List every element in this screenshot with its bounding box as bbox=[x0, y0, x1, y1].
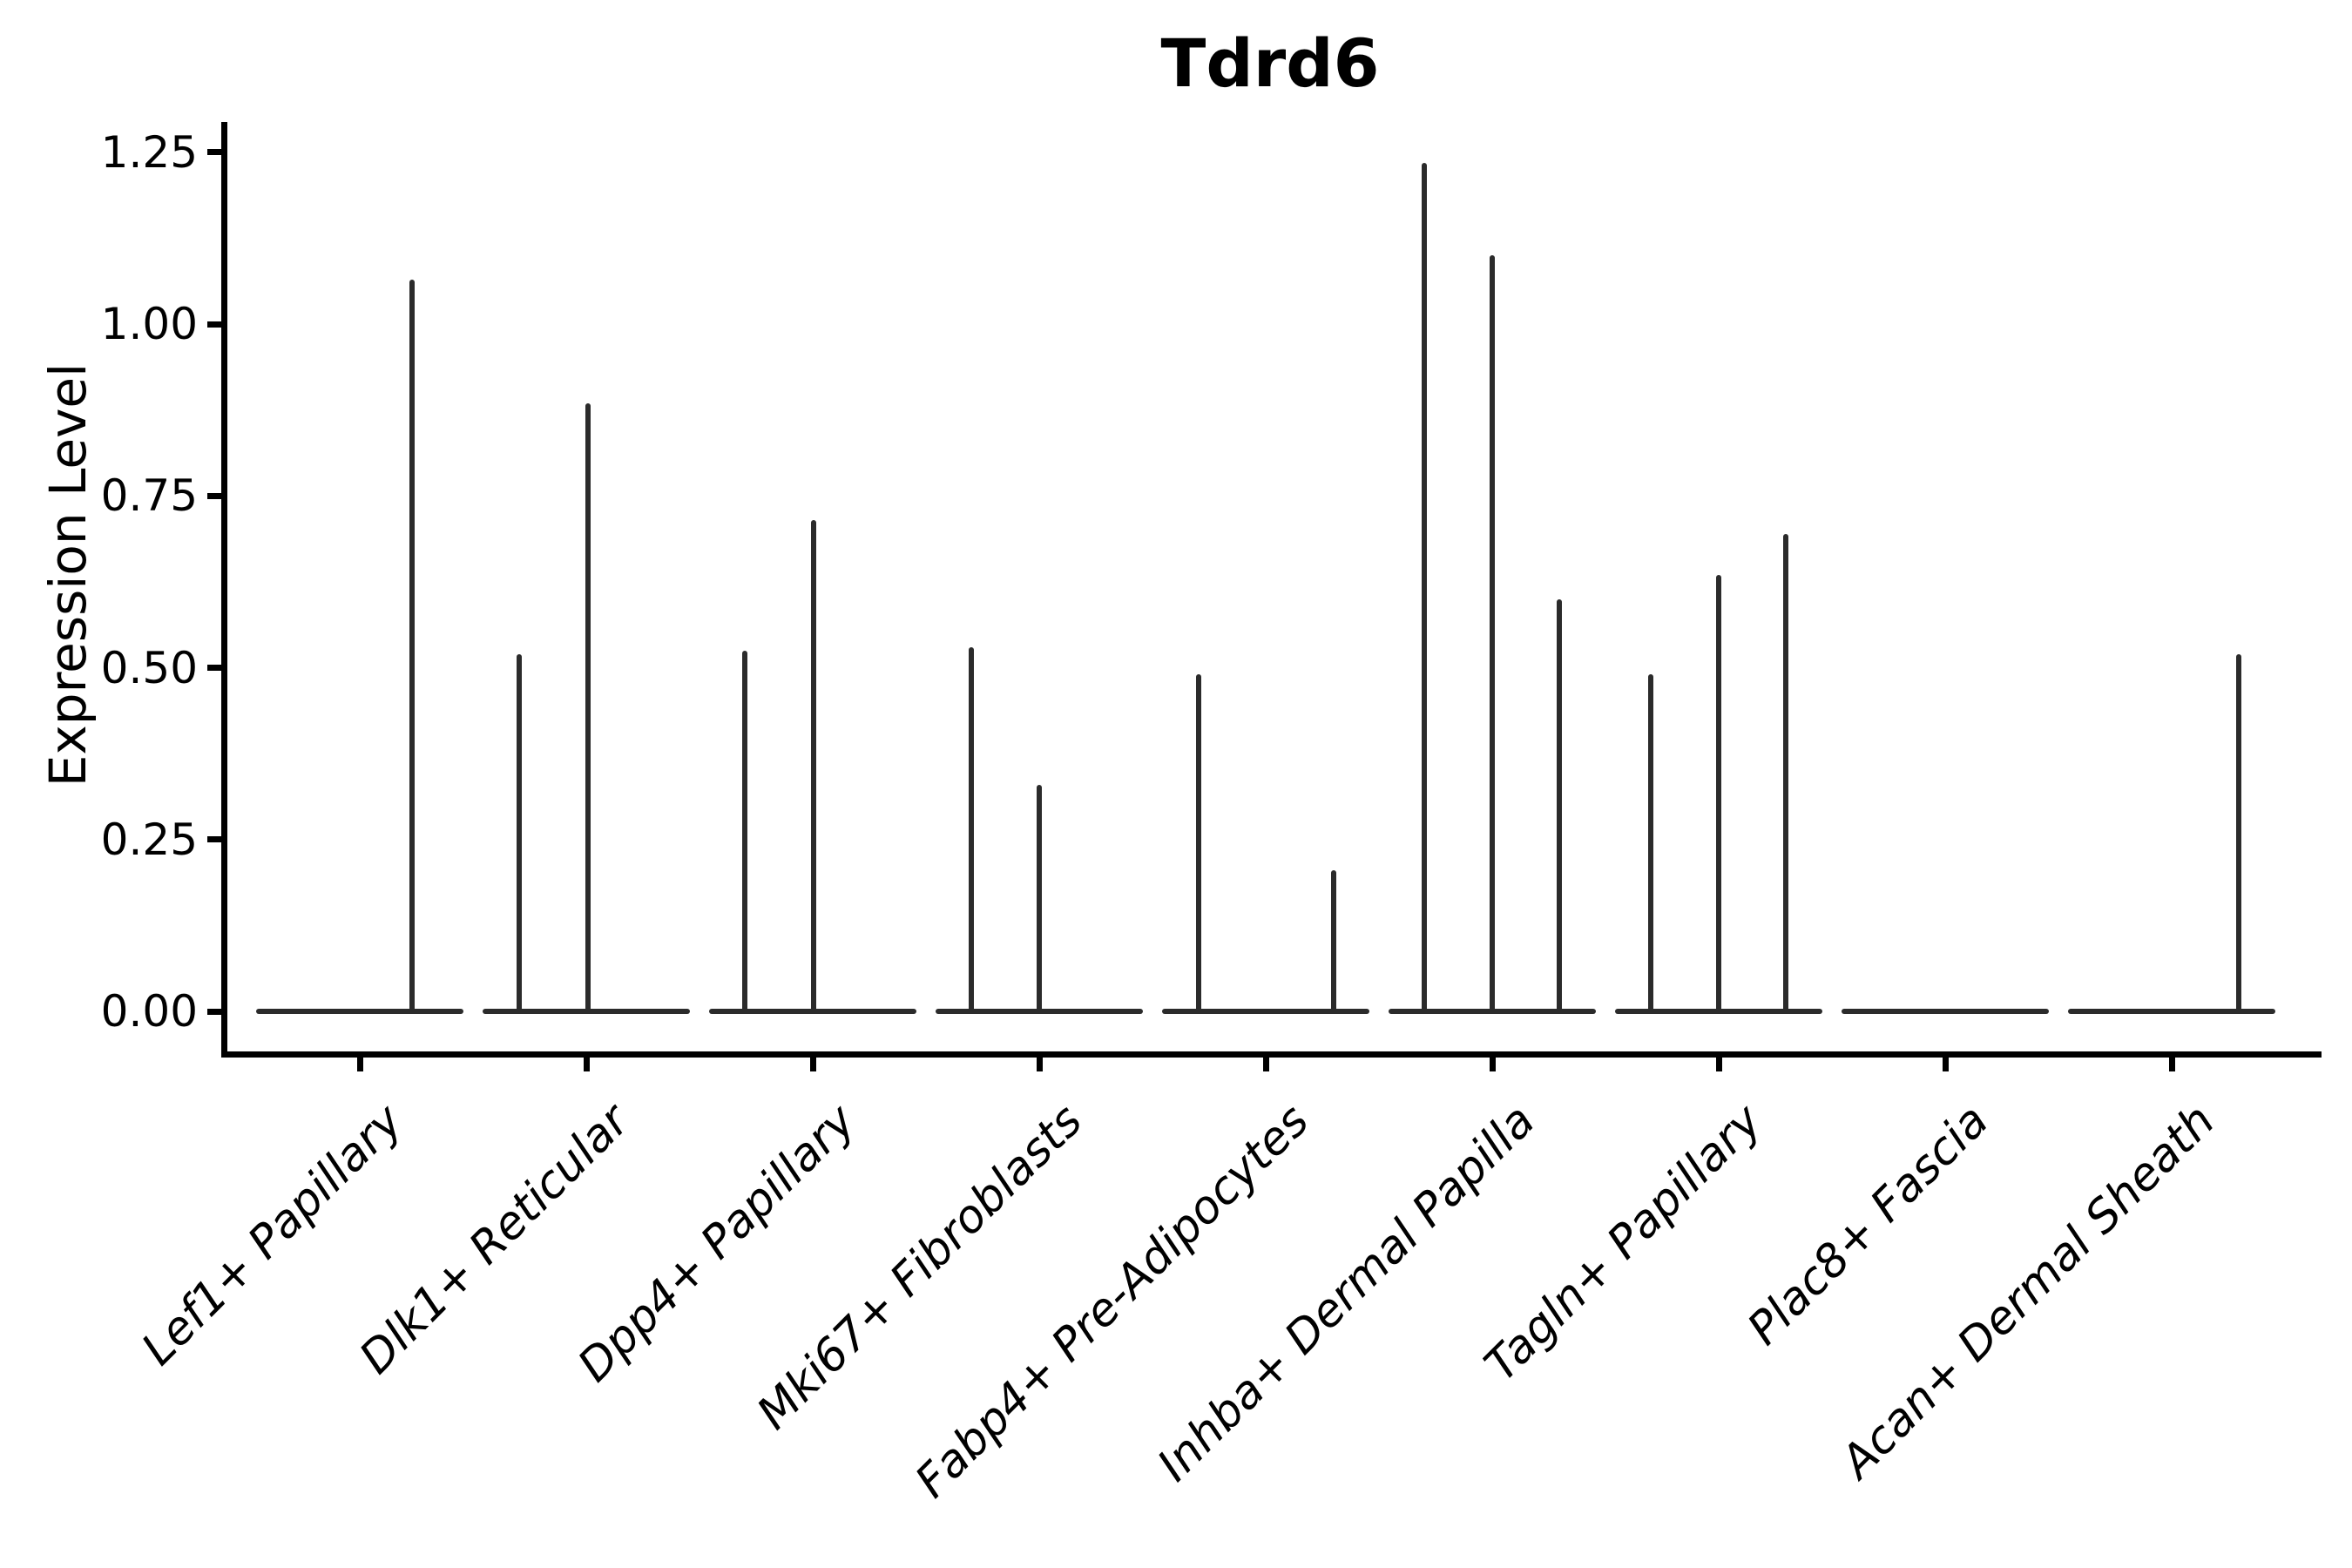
y-tick-label: 0.75 bbox=[100, 470, 198, 522]
y-tick-label: 0.50 bbox=[100, 642, 198, 693]
y-tick-label: 0.00 bbox=[100, 986, 198, 1037]
y-tick-mark bbox=[206, 665, 221, 671]
violin-spike bbox=[1783, 533, 1788, 1011]
y-tick-mark bbox=[206, 836, 221, 843]
violin-spike bbox=[409, 279, 415, 1011]
y-tick-mark bbox=[206, 321, 221, 328]
violin-baseline bbox=[256, 1009, 463, 1014]
violin-spike bbox=[969, 646, 974, 1011]
y-tick-mark bbox=[206, 1008, 221, 1015]
x-tick-label: Inhba+ Dermal Papilla bbox=[1148, 1094, 1546, 1492]
x-tick-mark bbox=[356, 1057, 363, 1071]
violin-baseline bbox=[709, 1009, 916, 1014]
x-tick-mark bbox=[1262, 1057, 1269, 1071]
violin-spike bbox=[1648, 674, 1653, 1011]
chart-title: Tdrd6 bbox=[1160, 24, 1380, 102]
y-axis-spine bbox=[220, 122, 227, 1058]
violin-spike bbox=[742, 650, 747, 1011]
x-tick-label: Plac8+ Fascia bbox=[1737, 1094, 1999, 1355]
x-tick-mark bbox=[1715, 1057, 1722, 1071]
violin-spike bbox=[1196, 674, 1201, 1011]
violin-baseline bbox=[1615, 1009, 1822, 1014]
y-tick-label: 1.00 bbox=[100, 299, 198, 349]
x-tick-mark bbox=[583, 1057, 590, 1071]
x-axis-spine bbox=[220, 1051, 2322, 1058]
x-tick-label: Fabp4+ Pre-Adipocytes bbox=[905, 1094, 1320, 1509]
violin-baseline bbox=[936, 1009, 1143, 1014]
violin-baseline bbox=[2068, 1009, 2275, 1014]
violin-spike bbox=[1490, 255, 1495, 1011]
violin-spike bbox=[1037, 784, 1042, 1011]
y-axis-label: Expression Level bbox=[38, 362, 98, 787]
violin-spike bbox=[1716, 574, 1721, 1011]
violin-spike bbox=[1557, 598, 1562, 1011]
violin-baseline bbox=[1842, 1009, 2049, 1014]
violin-baseline bbox=[483, 1009, 690, 1014]
violin-spike bbox=[1422, 162, 1427, 1011]
violin-spike bbox=[585, 402, 591, 1011]
violin-spike bbox=[1331, 870, 1336, 1011]
x-tick-label: Acan+ Dermal Sheath bbox=[1831, 1094, 2226, 1489]
violin-baseline bbox=[1389, 1009, 1596, 1014]
x-tick-mark bbox=[809, 1057, 816, 1071]
violin-spike bbox=[2236, 653, 2241, 1011]
violin-baseline bbox=[1162, 1009, 1369, 1014]
x-tick-mark bbox=[1036, 1057, 1043, 1071]
y-tick-label: 0.25 bbox=[100, 814, 198, 865]
y-tick-mark bbox=[206, 149, 221, 156]
y-tick-label: 1.25 bbox=[100, 126, 198, 178]
x-tick-mark bbox=[2168, 1057, 2175, 1071]
y-tick-mark bbox=[206, 492, 221, 499]
x-tick-mark bbox=[1942, 1057, 1949, 1071]
violin-spike bbox=[517, 653, 522, 1011]
x-tick-mark bbox=[1489, 1057, 1496, 1071]
violin-spike bbox=[811, 519, 816, 1011]
